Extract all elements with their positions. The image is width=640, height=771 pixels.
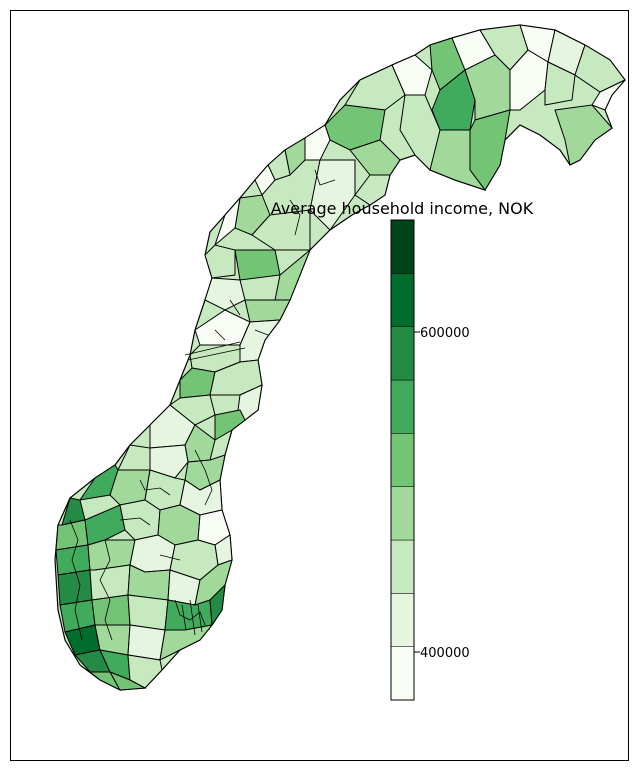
region-patch (244, 299, 291, 323)
border-line (214, 299, 269, 341)
region-patch (591, 79, 626, 111)
colorbar-bin (390, 486, 415, 541)
region-patch (399, 94, 441, 171)
colorbar-bin (390, 326, 415, 381)
region-patch (127, 624, 166, 661)
colorbar-bin (390, 219, 415, 274)
colorbar-bin (390, 593, 415, 647)
region-patch (274, 249, 311, 301)
region-patch (57, 569, 93, 606)
region-patch (204, 244, 236, 279)
region-patch (544, 61, 576, 106)
region-patch (354, 174, 391, 206)
colorbar: Average household income, NOK 600000 400… (271, 199, 534, 701)
region-patch (234, 249, 281, 281)
region-patch (108, 671, 147, 691)
border-line (139, 479, 171, 496)
region-patch (209, 583, 226, 627)
region-patch (91, 594, 131, 626)
colorbar-title: Average household income, NOK (271, 199, 534, 218)
region-patch (554, 104, 613, 166)
region-patch (127, 654, 163, 689)
border-line (184, 341, 246, 361)
region-patch (344, 64, 406, 111)
map-frame (10, 10, 629, 761)
colorbar-border (390, 219, 415, 701)
region-patch (149, 444, 189, 479)
border-line (69, 519, 83, 641)
region-patch (349, 139, 401, 176)
border-line (181, 599, 203, 636)
region-patch (251, 209, 311, 251)
colorbar-bin (390, 539, 415, 594)
region-patch (309, 159, 356, 231)
region-patches (55, 24, 626, 692)
region-patch (129, 534, 176, 573)
colorbar-tick-label-400000: 400000 (420, 646, 470, 661)
colorbar-bins (390, 219, 415, 701)
colorbar-bin (390, 273, 415, 327)
region-patch (127, 594, 169, 631)
region-patch (204, 277, 246, 311)
region-patch (213, 196, 241, 247)
region-patch (254, 164, 276, 196)
border-line (99, 539, 113, 641)
colorbar-bin (390, 646, 415, 701)
municipal-borders (69, 169, 336, 641)
border-line (119, 517, 181, 561)
region-patch (164, 599, 213, 631)
region-patch (237, 384, 263, 421)
colorbar-tick-label-600000: 600000 (420, 326, 470, 341)
region-patch (159, 624, 214, 661)
region-patch (89, 564, 131, 601)
border-line (194, 449, 213, 506)
region-patch (84, 504, 126, 546)
colorbar-ticks: 600000 400000 (414, 326, 470, 661)
border-line (289, 169, 336, 236)
region-patch (214, 409, 246, 441)
colorbar-bin (390, 379, 415, 434)
border-line (174, 599, 206, 626)
colorbar-bin (390, 433, 415, 487)
